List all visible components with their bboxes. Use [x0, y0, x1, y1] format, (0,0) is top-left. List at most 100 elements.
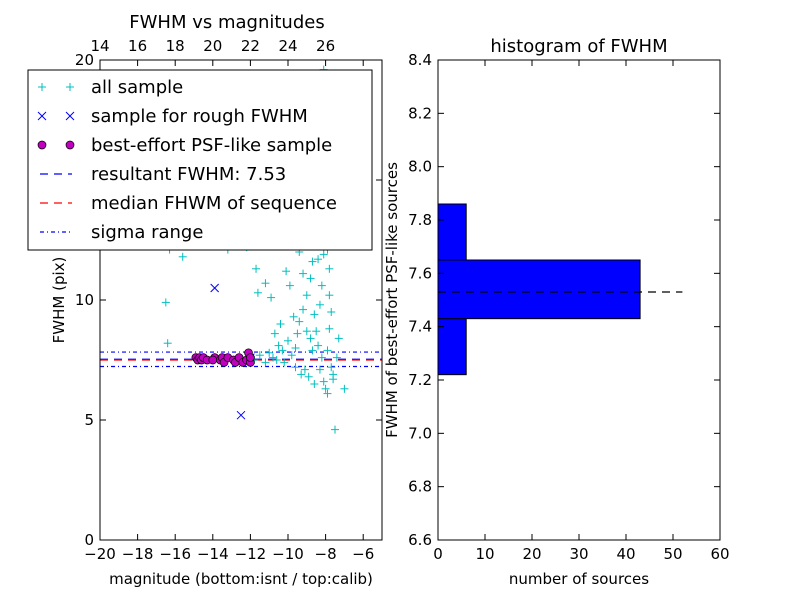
legend-marker-1-a-b: [37, 111, 47, 121]
top-tick-label-4: 22: [241, 37, 260, 55]
series-0-point-64: [289, 312, 298, 321]
series-2-point-19: [208, 355, 218, 365]
series-0-point-60: [325, 291, 334, 300]
series-0-point-36: [310, 310, 319, 319]
legend-label-5: sigma range: [91, 222, 203, 243]
y-tick-label-2: 10: [75, 291, 94, 309]
y-tick-label-1: 5: [84, 411, 94, 429]
hist-y-tick-label-6: 7.8: [408, 211, 432, 229]
series-0-point-48: [327, 308, 336, 316]
series-0-point-75: [332, 353, 341, 362]
series-0-point-41: [319, 250, 328, 259]
series-0-point-31: [308, 257, 317, 266]
x-tick-label-7: −6: [352, 545, 374, 563]
scatter-title: FWHM vs magnitudes: [129, 12, 324, 33]
series-0-point-65: [285, 281, 294, 290]
legend-entry-5: sigma range: [40, 222, 203, 243]
series-0-point-26: [299, 305, 308, 314]
series-0-point-19: [280, 358, 289, 367]
histogram-panel: 0 10 20 30 40 50 60 6.6 6.8 7.0 7.2 7.4 7.6 7.8 8.0 8.…: [383, 36, 730, 588]
series-0-point-80: [302, 327, 311, 336]
legend-label-4: median FHWM of sequence: [91, 193, 337, 214]
series-0-point-27: [300, 365, 309, 374]
hist-y-tick-label-8: 8.2: [408, 104, 432, 122]
series-0-point-7: [253, 288, 262, 297]
hist-x-tick-label-6: 60: [710, 545, 729, 563]
legend-entry-1: sample for rough FWHM: [37, 106, 308, 127]
series-0-point-71: [310, 380, 319, 388]
series-0-point-68: [299, 269, 308, 278]
series-0-point-28: [302, 291, 311, 300]
hist-y-tick-label-2: 7.0: [408, 424, 432, 442]
series-0-point-23: [293, 329, 302, 338]
top-tick-label-0: 14: [90, 37, 109, 55]
series-0-point-13: [261, 358, 270, 367]
hist-x-tick-label-3: 30: [569, 545, 588, 563]
legend-marker-1-a: [37, 111, 47, 121]
histogram-bar-1: [437, 259, 641, 320]
series-0-point-62: [331, 425, 339, 434]
series-1-point-0-b: [210, 283, 220, 293]
bottom-x-axis: −20 −18 −16 −14 −12 −10 −8 −6: [84, 60, 374, 563]
series-0-point-9: [267, 293, 276, 302]
series-0-point-46: [323, 346, 332, 355]
series-0-point-63: [340, 384, 349, 393]
series-0-point-66: [282, 267, 291, 276]
legend-marker-2-a: [37, 140, 47, 150]
legend-entry-0: all sample: [38, 77, 183, 98]
hist-x-tick-label-0: 0: [433, 545, 443, 563]
series-0-point-61: [327, 363, 336, 372]
histogram-y-axis: 6.6 6.8 7.0 7.2 7.4 7.6 7.8 8.0 8.2 8.4: [408, 51, 720, 549]
series-0-point-77: [325, 264, 334, 273]
legend-frame: [27, 69, 373, 251]
series-0-point-69: [306, 334, 315, 343]
legend-label-2: best-effort PSF-like sample: [91, 135, 332, 156]
series-0-point-37: [312, 327, 321, 336]
x-tick-label-2: −16: [159, 545, 191, 563]
hist-y-tick-label-7: 8.0: [408, 158, 432, 176]
series-0-point-70: [308, 346, 317, 355]
series-0-point-18: [278, 346, 287, 355]
top-tick-label-2: 18: [166, 37, 185, 55]
series-0-point-8: [261, 279, 270, 288]
series-1-point-0: [210, 283, 220, 293]
series-0-point-73: [323, 389, 332, 398]
series-0-point-6: [252, 264, 261, 273]
legend-marker-1-b-b: [65, 111, 75, 121]
hist-y-tick-label-4: 7.4: [408, 318, 432, 336]
x-tick-label-1: −18: [122, 545, 154, 563]
histogram-title: histogram of FWHM: [490, 36, 667, 57]
series-0-point-83: [270, 329, 279, 338]
series-0-point-17: [274, 341, 283, 350]
legend-marker-0-a: [38, 83, 46, 91]
hist-x-tick-label-5: 50: [663, 545, 682, 563]
series-0-point-2: [161, 298, 170, 307]
histogram-bar-2: [437, 203, 467, 261]
series-0-point-72: [315, 365, 324, 374]
series-0-point-14: [265, 348, 274, 357]
series-0-point-30: [306, 274, 315, 283]
series-2-point-18: [246, 353, 255, 362]
series-0-point-24: [295, 317, 304, 326]
hist-y-tick-label-5: 7.6: [408, 264, 432, 282]
series-0-point-81: [291, 344, 300, 352]
series-0-point-47: [325, 324, 334, 333]
top-x-axis: 14 16 18 20 22 24 26: [90, 37, 335, 55]
histogram-y-label: FWHM of best-effort PSF-like sources: [383, 162, 401, 438]
series-0-point-12: [255, 351, 264, 360]
legend-marker-0-b: [66, 83, 74, 91]
series-0-point-82: [276, 320, 285, 328]
x-tick-label-4: −12: [235, 545, 267, 563]
histogram-x-axis: 0 10 20 30 40 50 60: [433, 60, 730, 563]
series-0-point-22: [291, 363, 300, 372]
x-tick-label-0: −20: [84, 545, 116, 563]
series-0-point-74: [329, 375, 338, 384]
hist-y-tick-label-9: 8.4: [408, 51, 432, 69]
series-0-point-79: [314, 255, 323, 264]
legend-label-1: sample for rough FWHM: [91, 106, 308, 127]
series-0-point-45: [321, 384, 330, 393]
series-1-point-1-b: [236, 410, 246, 420]
histogram-x-label: number of sources: [509, 570, 649, 588]
hist-x-tick-label-1: 10: [475, 545, 494, 563]
legend-entry-3: resultant FWHM: 7.53: [40, 164, 286, 185]
